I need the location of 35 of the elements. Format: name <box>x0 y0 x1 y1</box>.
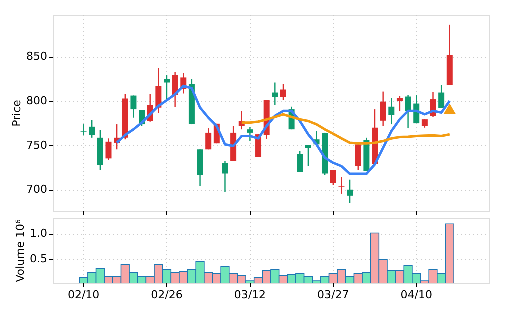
x-tick-label: 04/10 <box>400 288 432 302</box>
candlestick <box>396 96 403 112</box>
candlestick <box>338 176 345 195</box>
y-axis-title: Price <box>10 100 24 127</box>
candlestick <box>297 150 304 174</box>
candlestick <box>106 138 112 161</box>
candlestick <box>80 124 87 136</box>
candlestick <box>156 68 162 114</box>
candlestick <box>164 74 170 102</box>
candlestick <box>330 169 336 186</box>
candlestick <box>388 98 395 126</box>
x-tick-label: 03/27 <box>318 288 350 302</box>
y-tick-label: 850 <box>26 50 48 64</box>
candlestick <box>305 144 312 167</box>
y-tick-label: 750 <box>26 138 48 152</box>
candlestick <box>206 128 212 150</box>
y-axis-title: Volume 10⁶ <box>14 219 28 282</box>
candlestick <box>380 91 386 127</box>
candlestick <box>222 160 228 193</box>
candlestick <box>438 84 445 110</box>
candlestick <box>272 82 278 106</box>
y-tick-label: 0.5 <box>30 252 48 266</box>
candlestick <box>247 126 254 142</box>
candlestick <box>89 120 96 139</box>
y-tick-label: 1.0 <box>30 227 48 240</box>
candlestick <box>405 94 412 130</box>
candlestick <box>355 144 362 171</box>
x-tick-label: 03/12 <box>234 288 266 302</box>
x-tick-label: 02/10 <box>68 288 100 302</box>
candlestick <box>280 84 286 102</box>
y-tick-label: 700 <box>26 183 48 196</box>
x-tick-label: 02/26 <box>151 288 183 302</box>
candlestick <box>347 179 354 204</box>
y-tick-label: 800 <box>26 94 48 108</box>
candlestick <box>130 95 137 118</box>
